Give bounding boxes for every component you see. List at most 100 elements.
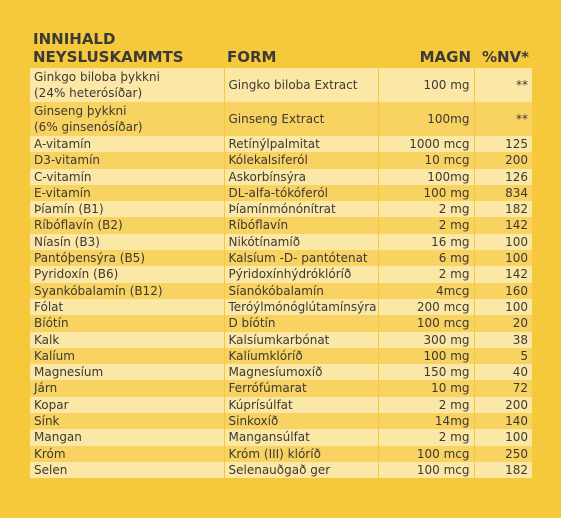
table-cell: 2 mg: [377, 201, 474, 218]
column-header: MAGN: [419, 48, 471, 66]
table-cell: 125: [473, 136, 532, 153]
table-cell: Króm (III) klóríð: [223, 445, 378, 462]
table-cell: Mangan: [30, 429, 224, 446]
table-body: Ginkgo biloba þykkni (24% heterósíðar) Gi…: [30, 68, 532, 479]
table-cell: 142: [473, 266, 532, 283]
table-cell: 10 mg: [377, 380, 474, 397]
table-cell: Kalsíumkarbónat: [223, 331, 378, 348]
table-cell: Sinkoxíð: [223, 413, 378, 430]
table-cell: 150 mg: [377, 364, 474, 381]
table-cell: 2 mg: [377, 396, 474, 414]
table-row: Ginkgo biloba þykkni (24% heterósíðar) Gi…: [30, 68, 532, 102]
table-cell: **: [473, 68, 532, 102]
table-cell: 16 mg: [377, 233, 474, 251]
table-cell: 40: [473, 364, 532, 381]
table-cell: 2 mg: [377, 266, 474, 283]
table-cell: Sínk: [30, 413, 224, 430]
table-cell: Ginseng Extract: [223, 102, 378, 136]
table-cell: 72: [473, 380, 532, 397]
table-cell: Syankóbalamín (B12): [30, 282, 224, 299]
table-row: Fólat Teróýlmónóglútamínsýra 200 mcg 100: [30, 298, 532, 316]
table-cell: Magnesíum: [30, 364, 224, 381]
header-row: NEYSLUSKAMMTS FORM MAGN %NV*: [30, 48, 532, 68]
table-cell: 182: [473, 201, 532, 218]
table-cell: D bíótín: [223, 315, 378, 332]
table-cell: Ríbóflavín: [223, 217, 378, 234]
table-cell: Mangansúlfat: [223, 429, 378, 446]
table-cell: A-vitamín: [30, 136, 224, 153]
table-cell: Gingko biloba Extract: [223, 68, 378, 102]
table-row: Járn Ferrófúmarat 10 mg 72: [30, 380, 532, 397]
table-row: Níasín (B3) Nikótínamíð 16 mg 100: [30, 233, 532, 251]
table-cell: D3-vitamín: [30, 152, 224, 169]
table-cell: 100 mcg: [377, 445, 474, 462]
table-row: Mangan Mangansúlfat 2 mg 100: [30, 429, 532, 446]
table-cell: 2 mg: [377, 429, 474, 446]
table-cell: 100 mg: [377, 347, 474, 365]
table-cell: 200: [473, 396, 532, 414]
table-cell: Króm: [30, 445, 224, 462]
table-row: Kalíum Kalíumklóríð 100 mg 5: [30, 347, 532, 365]
table-cell: 10 mcg: [377, 152, 474, 169]
table-cell: Ferrófúmarat: [223, 380, 378, 397]
table-cell: 2 mg: [377, 217, 474, 234]
table-cell: 14mg: [377, 413, 474, 430]
table-row: Sínk Sinkoxíð 14mg 140: [30, 413, 532, 430]
table-cell: 4mcg: [377, 282, 474, 299]
table-cell: 160: [473, 282, 532, 299]
table-cell: Pantóþensýra (B5): [30, 250, 224, 267]
table-cell: Ríbóflavín (B2): [30, 217, 224, 234]
table-cell: Þíamínmónónítrat: [223, 201, 378, 218]
table-cell: 142: [473, 217, 532, 234]
table-cell: 182: [473, 461, 532, 479]
table-cell: Níasín (B3): [30, 233, 224, 251]
table-cell: 200 mcg: [377, 298, 474, 316]
table-cell: 126: [473, 168, 532, 185]
table-row: Þíamín (B1) Þíamínmónónítrat 2 mg 182: [30, 201, 532, 218]
table-cell: Kalíumklóríð: [223, 347, 378, 365]
table-row: D3-vitamín Kólekalsiferól 10 mcg 200: [30, 152, 532, 169]
table-cell: Kopar: [30, 396, 224, 414]
table-cell: 100mg: [377, 102, 474, 136]
table-cell: Retínýlpalmitat: [223, 136, 378, 153]
column-header: %NV*: [481, 48, 529, 66]
table-cell: Ginkgo biloba þykkni (24% heterósíðar): [30, 68, 224, 102]
table-row: Pantóþensýra (B5) Kalsíum -D- pantótenat 6…: [30, 250, 532, 267]
table-row: Ríbóflavín (B2) Ríbóflavín 2 mg 142: [30, 217, 532, 234]
table-cell: **: [473, 102, 532, 136]
table-title: INNIHALD: [33, 30, 116, 48]
table-row: Bíótín D bíótín 100 mcg 20: [30, 315, 532, 332]
table-cell: 1000 mcg: [377, 136, 474, 153]
table-cell: Nikótínamíð: [223, 233, 378, 251]
table-cell: Þíamín (B1): [30, 201, 224, 218]
table-cell: Teróýlmónóglútamínsýra: [223, 298, 378, 316]
table-cell: Bíótín: [30, 315, 224, 332]
table-row: C-vitamín Askorbínsýra 100mg 126: [30, 168, 532, 185]
table-cell: 300 mg: [377, 331, 474, 348]
table: NEYSLUSKAMMTS FORM MAGN %NV* Ginkgo biloba …: [30, 48, 532, 479]
table-cell: Fólat: [30, 298, 224, 316]
table-cell: Kúprísúlfat: [223, 396, 378, 414]
table-row: Pyridoxín (B6) Pýridoxínhýdróklóríð 2 mg 14…: [30, 266, 532, 283]
table-cell: Magnesíumoxíð: [223, 364, 378, 381]
table-row: A-vitamín Retínýlpalmitat 1000 mcg 125: [30, 136, 532, 153]
table-cell: 6 mg: [377, 250, 474, 267]
table-cell: Askorbínsýra: [223, 168, 378, 185]
table-cell: 100 mg: [377, 68, 474, 102]
table-cell: Pyridoxín (B6): [30, 266, 224, 283]
table-cell: Pýridoxínhýdróklóríð: [223, 266, 378, 283]
table-cell: C-vitamín: [30, 168, 224, 185]
table-row: Magnesíum Magnesíumoxíð 150 mg 40: [30, 364, 532, 381]
table-cell: Ginseng þykkni (6% ginsenósíðar): [30, 102, 224, 136]
table-cell: 100 mcg: [377, 315, 474, 332]
table-cell: Selen: [30, 461, 224, 479]
table-cell: 100: [473, 298, 532, 316]
table-cell: 250: [473, 445, 532, 462]
table-row: E-vitamín DL-alfa-tókóferól 100 mg 834: [30, 184, 532, 202]
table-cell: Kalsíum -D- pantótenat: [223, 250, 378, 267]
table-cell: E-vitamín: [30, 184, 224, 202]
table-cell: Kalíum: [30, 347, 224, 365]
table-cell: Kólekalsiferól: [223, 152, 378, 169]
table-row: Selen Selenauðgað ger 100 mcg 182: [30, 461, 532, 479]
